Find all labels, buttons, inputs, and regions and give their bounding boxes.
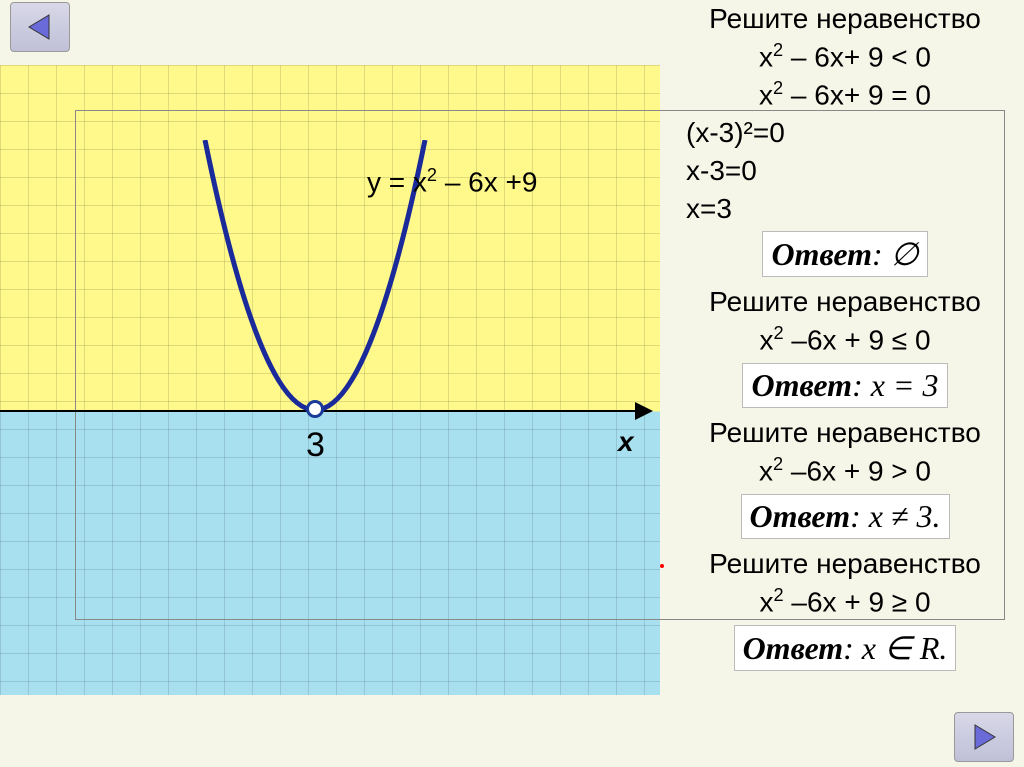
marker-dot-icon — [660, 564, 664, 568]
problem2-title: Решите неравенство — [666, 283, 1024, 321]
step-equation-4: x=3 — [666, 190, 1024, 228]
nav-prev-button[interactable] — [10, 2, 70, 52]
problem4-title: Решите неравенство — [666, 545, 1024, 583]
problem1-title: Решите неравенство — [666, 0, 1024, 38]
answer-3: Ответ: x ≠ 3. — [741, 494, 950, 539]
problem2-inequality: x2 –6x + 9 ≤ 0 — [666, 321, 1024, 359]
step-equation-2: (x-3)²=0 — [666, 114, 1024, 152]
answer-1: Ответ: ∅ — [762, 231, 927, 277]
vertex-point-icon — [306, 400, 324, 418]
graph-equation-label: y = x2 – 6x +9 — [367, 165, 537, 198]
problem4-inequality: x2 –6x + 9 ≥ 0 — [666, 583, 1024, 621]
step-equation-1: x2 – 6x+ 9 = 0 — [666, 76, 1024, 114]
answer-4: Ответ: x ∈ R. — [734, 625, 957, 671]
triangle-left-icon — [25, 12, 55, 42]
problem3-inequality: x2 –6x + 9 > 0 — [666, 452, 1024, 490]
slide-root: х 3 y = x2 – 6x +9 Решите неравенство x2… — [0, 0, 1024, 767]
triangle-right-icon — [969, 722, 999, 752]
x-axis-arrow-icon — [635, 402, 653, 420]
answer-2: Ответ: x = 3 — [742, 363, 947, 408]
problem3-title: Решите неравенство — [666, 414, 1024, 452]
solution-panel: Решите неравенство x2 – 6x+ 9 < 0 x2 – 6… — [666, 0, 1024, 767]
problem1-inequality: x2 – 6x+ 9 < 0 — [666, 38, 1024, 76]
step-equation-3: x-3=0 — [666, 152, 1024, 190]
nav-next-button[interactable] — [954, 712, 1014, 762]
x-axis-label: х — [618, 426, 634, 458]
